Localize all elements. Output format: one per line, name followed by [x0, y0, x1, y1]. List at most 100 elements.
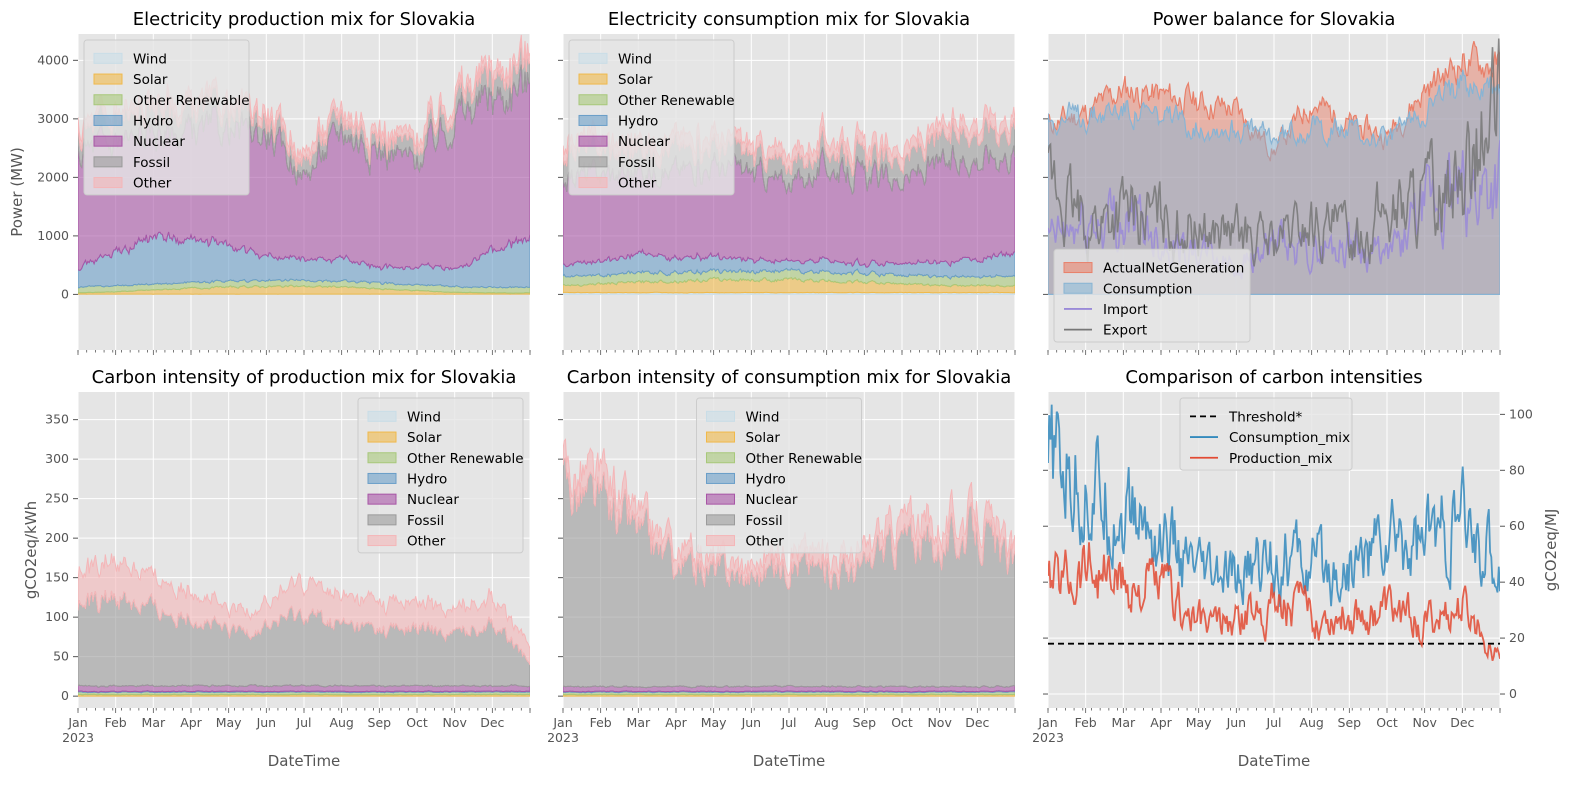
- y-axis-label: gCO2eq/kWh: [22, 501, 40, 599]
- x-tick-label: Oct: [891, 715, 913, 730]
- legend-entry: Other Renewable: [618, 93, 735, 109]
- legend-box: [1179, 397, 1353, 471]
- x-tick-label: Dec: [480, 715, 504, 730]
- legend-entry: Other Renewable: [133, 93, 250, 109]
- legend-swatch: [93, 177, 123, 189]
- series-line-export: [1048, 38, 1500, 267]
- series-line-production-mix: [1048, 542, 1500, 661]
- x-year-label: 2023: [62, 730, 94, 745]
- x-tick-label: May: [1186, 715, 1212, 730]
- chart-title: Electricity production mix for Slovakia: [133, 9, 475, 30]
- x-tick-label: Mar: [1112, 715, 1136, 730]
- x-tick-label: Mar: [627, 715, 651, 730]
- y-tick-label: 20: [1509, 630, 1525, 645]
- legend-entry: Nuclear: [133, 134, 185, 150]
- legend-swatch: [706, 493, 735, 505]
- legend-swatch: [1063, 262, 1093, 274]
- y-tick-label: 0: [61, 688, 69, 703]
- legend-swatch: [367, 514, 397, 526]
- x-tick-label: Jun: [256, 715, 277, 730]
- y-tick-label: 100: [1509, 406, 1533, 421]
- x-axis-label: DateTime: [753, 752, 826, 770]
- x-year-label: 2023: [1032, 730, 1064, 745]
- legend-swatch: [578, 94, 608, 106]
- y-tick-label: 300: [45, 451, 69, 466]
- plot-area: [1048, 404, 1500, 661]
- x-axis-label: DateTime: [1238, 752, 1311, 770]
- legend-swatch: [93, 52, 123, 64]
- plot-area: [1048, 38, 1500, 296]
- legend-entry: Other: [746, 534, 785, 550]
- legend-entry: Nuclear: [407, 492, 459, 508]
- legend-swatch: [578, 135, 608, 147]
- legend-entry: Fossil: [746, 513, 783, 529]
- legend-entry: Fossil: [133, 155, 170, 171]
- legend-entry: Fossil: [618, 155, 655, 171]
- y-tick-label: 150: [45, 570, 69, 585]
- legend-swatch: [578, 73, 608, 85]
- y-tick-label: 250: [45, 491, 69, 506]
- x-tick-label: Jun: [741, 715, 762, 730]
- legend-swatch: [706, 535, 735, 547]
- x-tick-label: Nov: [927, 715, 952, 730]
- legend: Threshold* Consumption_mix Production_mix: [1179, 397, 1353, 471]
- chart-title: Carbon intensity of production mix for S…: [92, 367, 517, 388]
- y-tick-label: 200: [45, 530, 69, 545]
- legend-entry: Wind: [407, 409, 441, 425]
- y-tick-label: 40: [1509, 574, 1525, 589]
- legend-swatch: [93, 73, 123, 85]
- y-tick-label: 1000: [37, 228, 69, 243]
- legend-entry: Solar: [746, 430, 781, 446]
- x-tick-label: Apr: [665, 715, 687, 730]
- legend-entry: Wind: [618, 51, 652, 67]
- legend: Wind Solar Other Renewable Hydro Nuclear Foss…: [83, 39, 250, 196]
- x-tick-label: Jul: [780, 715, 796, 730]
- legend-box: [357, 397, 524, 554]
- x-axis-label: DateTime: [268, 752, 341, 770]
- x-tick-label: Feb: [590, 715, 612, 730]
- chart-title: Power balance for Slovakia: [1153, 9, 1396, 30]
- x-tick-label: Nov: [442, 715, 467, 730]
- legend-entry: Solar: [407, 430, 442, 446]
- y-tick-label: 100: [45, 609, 69, 624]
- y-tick-label: 50: [53, 649, 69, 664]
- legend-entry: Hydro: [133, 113, 173, 129]
- legend-box: [568, 39, 735, 196]
- legend-swatch: [706, 452, 735, 464]
- panel-4: Carbon intensity of production mix for S…: [22, 367, 531, 770]
- legend-swatch: [93, 114, 123, 126]
- y-tick-label: 3000: [37, 111, 69, 126]
- x-tick-label: Apr: [180, 715, 202, 730]
- x-tick-label: Jul: [295, 715, 311, 730]
- legend-entry: Wind: [133, 51, 167, 67]
- plot-area: [78, 34, 530, 295]
- legend-swatch: [578, 114, 608, 126]
- legend-swatch: [706, 514, 735, 526]
- legend-swatch: [367, 472, 397, 484]
- panel-3: Power balance for Slovakia ActualNetGener…: [1043, 9, 1501, 355]
- legend-entry: Consumption: [1103, 281, 1192, 297]
- legend-swatch: [367, 452, 397, 464]
- x-tick-label: Jan: [1037, 715, 1057, 730]
- chart-title: Electricity consumption mix for Slovakia: [608, 9, 970, 30]
- legend-entry: Consumption_mix: [1229, 430, 1350, 446]
- legend-entry: Hydro: [618, 113, 658, 129]
- legend-swatch: [93, 94, 123, 106]
- x-tick-label: Feb: [1075, 715, 1097, 730]
- legend: Wind Solar Other Renewable Hydro Nuclear Foss…: [696, 397, 862, 554]
- legend-entry: Nuclear: [746, 492, 798, 508]
- legend-swatch: [706, 431, 735, 443]
- series-area-consumption: [1048, 69, 1500, 296]
- legend-box: [1053, 248, 1251, 343]
- y-tick-label: 4000: [37, 52, 69, 67]
- legend: Wind Solar Other Renewable Hydro Nuclear Foss…: [568, 39, 735, 196]
- x-tick-label: Sep: [368, 715, 392, 730]
- legend: ActualNetGeneration Consumption Import Expo…: [1053, 248, 1251, 343]
- legend-entry: Threshold*: [1228, 409, 1303, 425]
- legend-entry: ActualNetGeneration: [1103, 261, 1244, 277]
- legend-entry: Wind: [746, 409, 780, 425]
- y-tick-label: 80: [1509, 462, 1525, 477]
- x-tick-label: Nov: [1412, 715, 1437, 730]
- x-tick-label: Dec: [1450, 715, 1474, 730]
